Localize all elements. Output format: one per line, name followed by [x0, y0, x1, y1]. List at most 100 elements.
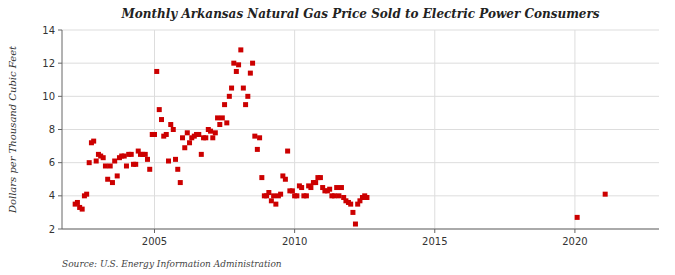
point: [266, 190, 271, 195]
point: [133, 162, 138, 167]
point: [348, 202, 353, 207]
y-tick-label: 14: [42, 25, 55, 36]
x-tick: [434, 229, 435, 233]
y-tick: [58, 63, 62, 64]
point: [259, 175, 264, 180]
point: [115, 173, 120, 178]
point: [129, 152, 134, 157]
point: [318, 175, 323, 180]
point: [269, 198, 274, 203]
point: [245, 94, 250, 99]
y-tick-label: 10: [42, 91, 55, 102]
point: [164, 132, 169, 137]
y-tick-label: 12: [42, 58, 55, 69]
point: [255, 147, 260, 152]
y-tick: [58, 96, 62, 97]
point: [334, 185, 339, 190]
point: [364, 195, 369, 200]
point: [243, 102, 248, 107]
point: [336, 193, 341, 198]
point: [327, 187, 332, 192]
point: [84, 192, 89, 197]
grid: [62, 30, 659, 229]
y-tick: [58, 30, 62, 31]
point: [241, 86, 246, 91]
point: [171, 127, 176, 132]
x-tick-label: 2010: [282, 236, 307, 247]
point: [145, 157, 150, 162]
y-grid-line: [62, 129, 659, 130]
point: [105, 177, 110, 182]
point: [143, 152, 148, 157]
point: [185, 130, 190, 135]
y-tick: [58, 129, 62, 130]
point: [332, 193, 337, 198]
point: [313, 180, 318, 185]
point: [196, 132, 201, 137]
point: [159, 117, 164, 122]
point: [285, 149, 290, 154]
y-grid-line: [62, 229, 659, 230]
point: [91, 139, 96, 144]
point: [108, 163, 113, 168]
x-axis-line: [62, 229, 659, 230]
y-axis-label: Dollars per Thousand Cubic Feet: [7, 45, 18, 214]
point: [229, 86, 234, 91]
point: [187, 140, 192, 145]
x-tick: [154, 229, 155, 233]
y-grid-line: [62, 96, 659, 97]
point: [234, 69, 239, 74]
point: [271, 193, 276, 198]
point: [217, 122, 222, 127]
y-grid-line: [62, 30, 659, 31]
x-tick-label: 2020: [562, 236, 587, 247]
x-tick-label: 2005: [142, 236, 167, 247]
point: [124, 163, 129, 168]
y-tick: [58, 229, 62, 230]
y-grid-line: [62, 63, 659, 64]
point: [208, 129, 213, 134]
point: [112, 159, 117, 164]
point: [308, 185, 313, 190]
point: [339, 185, 344, 190]
point: [87, 160, 92, 165]
point: [210, 135, 215, 140]
point: [203, 135, 208, 140]
point: [575, 215, 580, 220]
point: [94, 159, 99, 164]
point: [231, 61, 236, 66]
point: [157, 107, 162, 112]
point: [152, 132, 157, 137]
point: [248, 71, 253, 76]
point: [154, 69, 159, 74]
axes: 2005 2010 2015 2020 2 4 6 8 10 12 14: [42, 25, 587, 248]
x-tick: [294, 229, 295, 233]
source: Source: U.S. Energy Information Administ…: [62, 259, 282, 269]
point: [166, 159, 171, 164]
point: [180, 135, 185, 140]
point: [224, 120, 229, 125]
x-tick-label: 2015: [422, 236, 447, 247]
x-tick: [574, 229, 575, 233]
y-tick-label: 4: [49, 190, 55, 201]
title: Monthly Arkansas Natural Gas Price Sold …: [120, 7, 599, 21]
y-tick-label: 2: [49, 224, 55, 235]
points: [73, 47, 608, 226]
point: [110, 180, 115, 185]
point: [80, 207, 85, 212]
point: [147, 167, 152, 172]
point: [257, 135, 262, 140]
y-tick-label: 6: [49, 157, 55, 168]
point: [250, 61, 255, 66]
point: [222, 102, 227, 107]
y-tick: [58, 195, 62, 196]
point: [299, 185, 304, 190]
point: [182, 145, 187, 150]
point: [75, 200, 80, 205]
point: [238, 47, 243, 52]
point: [273, 202, 278, 207]
point: [199, 152, 204, 157]
y-tick-label: 8: [49, 124, 55, 135]
y-tick: [58, 162, 62, 163]
point: [603, 192, 608, 197]
